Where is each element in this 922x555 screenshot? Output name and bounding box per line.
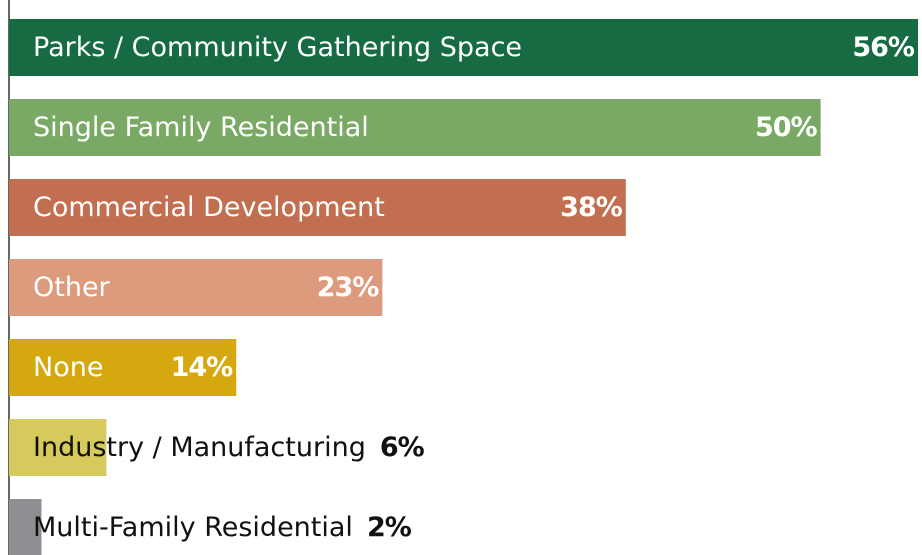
value-label: 56%: [852, 32, 915, 63]
bar: [9, 419, 107, 476]
bar: [9, 99, 821, 156]
category-label: Other: [33, 272, 111, 303]
category-label: Single Family Residential: [33, 112, 369, 143]
value-label: 14%: [171, 352, 234, 383]
bar: [9, 19, 918, 76]
bar: [9, 179, 626, 236]
value-label: 50%: [755, 112, 818, 143]
category-label: Multi-Family Residential: [33, 512, 353, 543]
bar: [9, 499, 42, 555]
value-label: 38%: [560, 192, 623, 223]
value-label: 6%: [380, 432, 425, 463]
category-label: Industry / Manufacturing: [33, 432, 366, 463]
value-label: 23%: [317, 272, 380, 303]
bar: [9, 339, 237, 396]
bar: [9, 259, 383, 316]
category-label: Commercial Development: [33, 192, 385, 223]
value-label: 2%: [367, 512, 412, 543]
category-label: None: [33, 352, 103, 383]
category-label: Parks / Community Gathering Space: [33, 32, 522, 63]
